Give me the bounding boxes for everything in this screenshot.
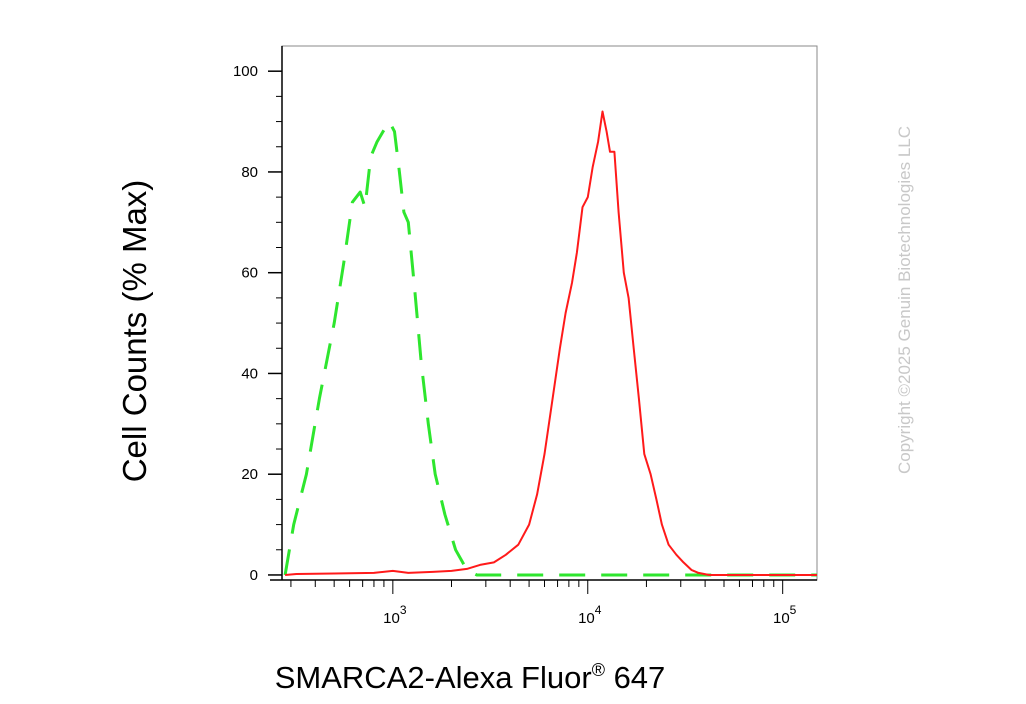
y-tick-label: 40 (241, 365, 258, 382)
y-axis-label-group: Cell Counts (% Max) (116, 180, 153, 483)
plot-frame (281, 45, 818, 581)
x-tick-label: 103 (383, 603, 407, 627)
y-tick-label: 100 (233, 63, 258, 80)
y-tick-label: 80 (241, 164, 258, 181)
series-line-1 (283, 120, 817, 577)
x-axis-label-registered: ® (592, 660, 605, 680)
series-line-2 (285, 110, 817, 576)
y-axis-label: Cell Counts (% Max) (116, 180, 153, 483)
x-tick-label: 105 (773, 603, 797, 627)
x-axis-label-suffix: 647 (605, 660, 665, 695)
copyright-watermark: Copyright ©2025 Genuin Biotechnologies L… (895, 126, 914, 474)
x-axis-label: SMARCA2-Alexa Fluor® 647 (275, 660, 666, 695)
y-tick-label: 60 (241, 265, 258, 282)
x-tick-label: 104 (578, 603, 602, 627)
x-axis-label-main: SMARCA2-Alexa Fluor (275, 660, 592, 695)
y-tick-label: 0 (250, 567, 258, 584)
y-tick-label: 20 (241, 466, 258, 483)
